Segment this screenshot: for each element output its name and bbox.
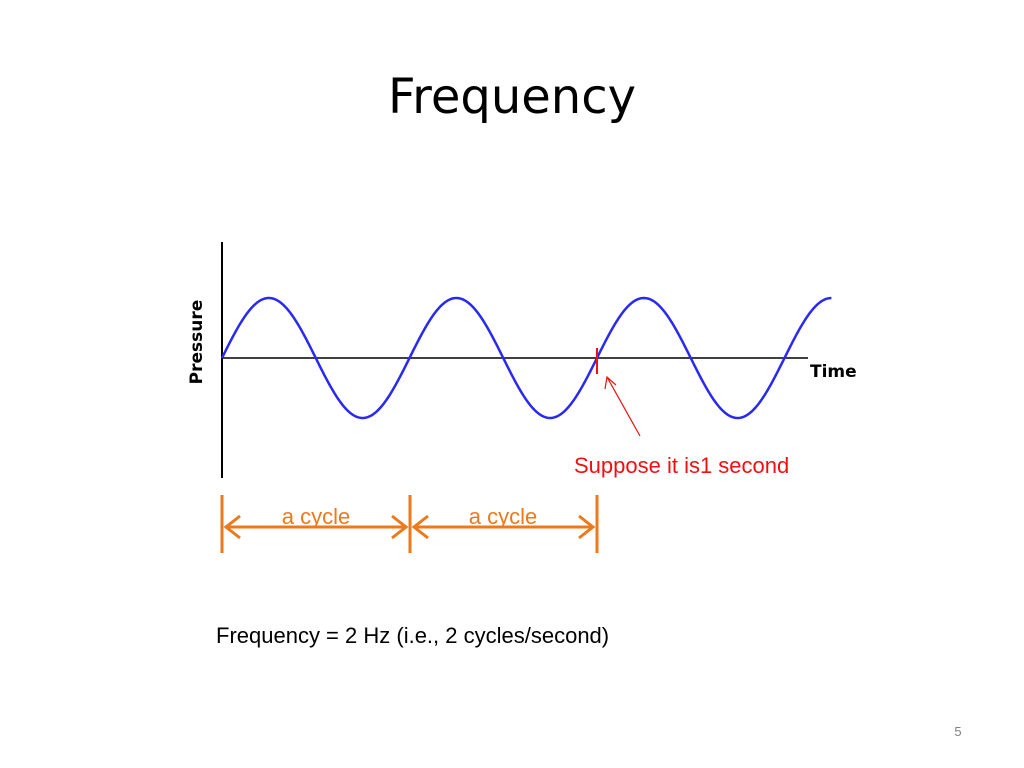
frequency-formula: Frequency = 2 Hz (i.e., 2 cycles/second): [216, 623, 610, 648]
y-axis-label: Pressure: [187, 300, 207, 385]
cycle-1-arrow-right: [391, 514, 409, 540]
cycle-2-arrow-left: [411, 514, 429, 540]
cycle-spans: a cycle a cycle: [220, 495, 599, 553]
marker-arrow-head: [604, 375, 617, 390]
cycle-1-label: a cycle: [282, 504, 350, 529]
cycle-2-label: a cycle: [469, 504, 537, 529]
cycle-2-arrow-right: [578, 514, 596, 540]
marker-arrow-line: [606, 376, 641, 437]
slide-title: Frequency: [388, 69, 636, 125]
cycle-1-arrow-left: [223, 514, 241, 540]
x-axis-label: Time: [810, 362, 857, 382]
page-number: 5: [954, 724, 962, 739]
marker-label: Suppose it is1 second: [574, 453, 789, 478]
pressure-wave: [220, 296, 832, 420]
